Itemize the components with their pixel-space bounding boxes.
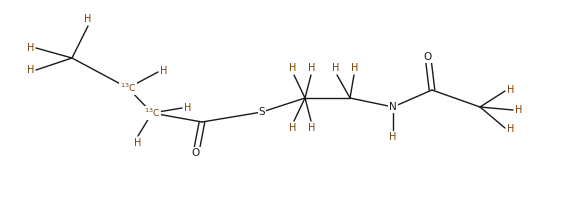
Text: H: H — [308, 123, 316, 133]
Text: N: N — [389, 102, 397, 112]
Text: H: H — [515, 105, 522, 115]
Text: H: H — [184, 103, 192, 113]
Text: H: H — [160, 66, 168, 76]
Text: S: S — [258, 107, 265, 117]
Text: $^{13}$C: $^{13}$C — [120, 82, 136, 94]
Text: O: O — [192, 148, 200, 158]
Text: $^{13}$C: $^{13}$C — [144, 107, 160, 119]
Text: H: H — [134, 138, 142, 148]
Text: H: H — [389, 132, 397, 142]
Text: H: H — [26, 65, 34, 75]
Text: H: H — [308, 63, 316, 73]
Text: H: H — [507, 85, 515, 95]
Text: H: H — [84, 14, 91, 24]
Text: H: H — [507, 124, 515, 134]
Text: H: H — [289, 123, 297, 133]
Text: H: H — [26, 43, 34, 53]
Text: H: H — [289, 63, 297, 73]
Text: H: H — [332, 63, 340, 73]
Text: O: O — [424, 52, 432, 62]
Text: H: H — [352, 63, 359, 73]
